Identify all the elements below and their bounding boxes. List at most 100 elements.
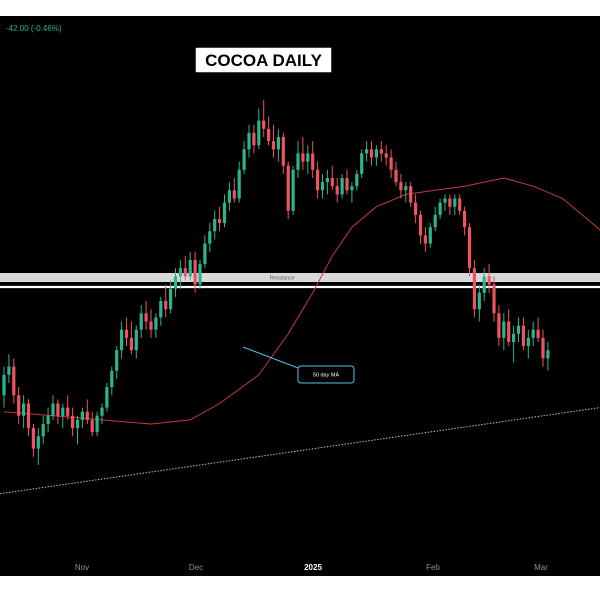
candle-down: [218, 219, 222, 224]
candle-up: [306, 153, 310, 162]
candle-up: [7, 366, 11, 375]
candle-up: [276, 137, 280, 150]
candle-down: [541, 337, 545, 359]
candle-down: [345, 178, 349, 191]
candle-down: [418, 214, 423, 236]
candle-down: [301, 153, 305, 162]
price-change-readout: -42.00 (-0.46%): [6, 24, 62, 33]
candle-down: [66, 407, 70, 416]
candle-down: [448, 198, 452, 207]
x-tick-nov: Nov: [75, 563, 89, 572]
candle-up: [120, 329, 124, 351]
candle-up: [41, 424, 45, 437]
candle-down: [414, 202, 418, 215]
candle-up: [453, 198, 457, 207]
candle-up: [203, 243, 207, 265]
candle-up: [526, 337, 530, 347]
candle-down: [26, 403, 31, 429]
candle-up: [110, 370, 114, 388]
candle-up: [159, 301, 163, 318]
candle-up: [208, 231, 212, 244]
candle-up: [227, 190, 231, 203]
candle-up: [296, 153, 300, 170]
ma-callout-label: 50 day MA: [313, 373, 340, 379]
candle-down: [507, 321, 511, 342]
candle-up: [134, 329, 138, 351]
resistance-band: [0, 273, 600, 282]
candle-up: [546, 350, 550, 359]
candle-up: [154, 317, 158, 330]
candle-up: [139, 313, 143, 330]
candle-up: [438, 202, 442, 215]
candle-down: [394, 169, 398, 183]
candle-down: [316, 169, 320, 191]
candle-down: [384, 153, 388, 158]
candle-down: [149, 321, 153, 330]
candle-down: [144, 313, 148, 322]
candle-up: [213, 219, 217, 232]
candle-down: [472, 268, 476, 310]
candle-down: [330, 178, 334, 187]
candle-down: [497, 313, 501, 338]
candle-down: [458, 198, 462, 211]
candle-down: [399, 182, 403, 191]
ma-callout-box: [297, 365, 355, 384]
candle-down: [12, 366, 16, 396]
candle-up: [95, 415, 99, 433]
candle-up: [257, 120, 261, 146]
candle-up: [350, 186, 354, 191]
candle-up: [428, 227, 432, 244]
candle-down: [267, 128, 271, 142]
ma-callout-pointer: [242, 346, 299, 369]
candle-up: [198, 264, 202, 285]
candle-down: [492, 284, 496, 314]
x-tick-2025: 2025: [304, 563, 322, 572]
candle-down: [521, 325, 525, 347]
candle-up: [242, 149, 246, 170]
candle-up: [516, 325, 521, 334]
candle-up: [105, 387, 109, 408]
candle-down: [311, 153, 315, 170]
x-axis: Nov Dec 2025 Feb Mar: [75, 563, 548, 572]
candle-down: [90, 419, 94, 433]
candle-up: [51, 403, 55, 416]
candle-down: [252, 132, 256, 146]
candle-up: [80, 411, 84, 420]
candle-up: [115, 350, 119, 371]
candle-up: [100, 407, 104, 416]
candle-down: [369, 149, 374, 158]
candle-up: [482, 276, 486, 293]
candle-up: [360, 153, 364, 174]
title-box: [194, 46, 333, 74]
candle-up: [169, 288, 173, 310]
candle-up: [404, 186, 408, 191]
candle-up: [247, 132, 251, 150]
candle-down: [85, 411, 89, 420]
candle-down: [31, 428, 35, 449]
candle-up: [477, 292, 481, 310]
candles-group: [2, 100, 550, 465]
candle-down: [164, 301, 168, 310]
moving-average-line: [3, 177, 600, 425]
candle-up: [188, 260, 192, 277]
candle-up: [325, 178, 329, 183]
x-tick-feb: Feb: [426, 563, 440, 572]
candle-up: [173, 276, 178, 289]
candle-down: [379, 149, 383, 154]
candle-down: [129, 337, 133, 351]
candle-down: [423, 235, 427, 244]
x-tick-mar: Mar: [534, 563, 548, 572]
chart-title: COCOA DAILY: [205, 51, 322, 70]
candle-up: [291, 169, 295, 211]
candle-down: [281, 137, 285, 166]
candle-down: [463, 210, 467, 228]
candle-up: [222, 202, 227, 224]
candle-up: [531, 329, 535, 338]
candle-up: [61, 407, 65, 416]
candle-up: [46, 415, 50, 424]
candle-up: [36, 436, 40, 449]
candle-down: [17, 395, 21, 416]
candle-down: [232, 190, 236, 199]
candle-down: [71, 415, 75, 429]
candle-up: [365, 149, 369, 154]
